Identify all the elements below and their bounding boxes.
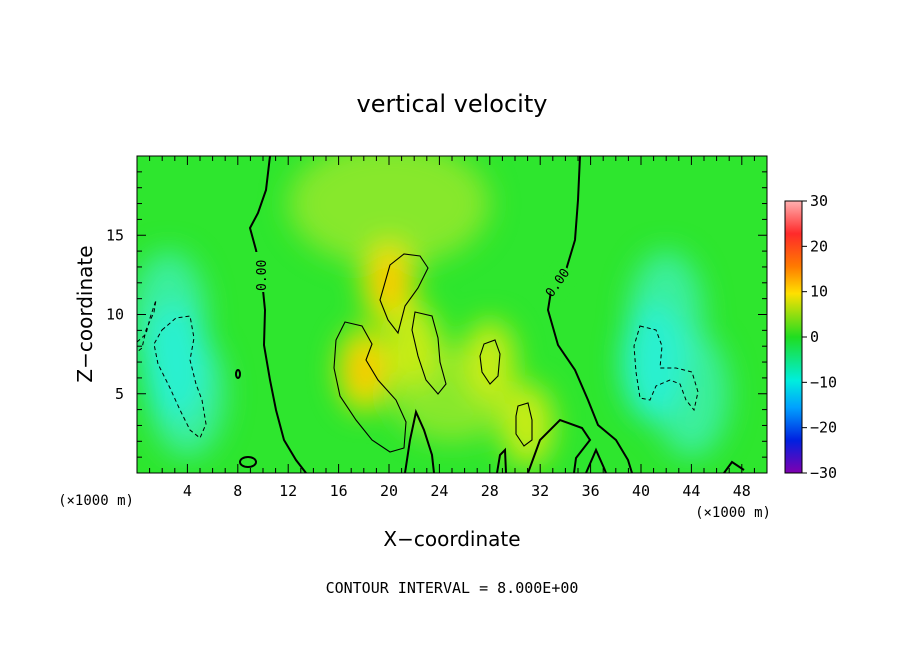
zero-contour-left [248, 156, 307, 473]
positive-contour-mid [411, 311, 447, 395]
negative-contour-left [153, 315, 207, 439]
x-tick-label: 8 [233, 482, 242, 500]
field-blob-core [353, 351, 374, 388]
positive-contour-top [379, 253, 429, 335]
colorbar [784, 200, 803, 474]
chart-title: vertical velocity [357, 90, 548, 118]
x-tick-label: 20 [380, 482, 398, 500]
colorbar-tick-label: 10 [810, 283, 828, 301]
x-axis-label: X−coordinate [383, 527, 520, 551]
x-tick-label: 40 [632, 482, 650, 500]
colorbar-tick-label: 30 [810, 192, 828, 210]
colorbar-tick-label: −30 [810, 464, 837, 482]
y-tick-label: 10 [106, 306, 124, 324]
contour-label-left: 0.00 [255, 260, 270, 291]
field-blob [388, 304, 441, 389]
field-blob [501, 383, 554, 468]
y-axis-label: Z−coordinate [73, 245, 97, 382]
y-tick-label: 15 [106, 226, 124, 244]
positive-contour-left [333, 321, 407, 453]
colorbar-ticks: 30 20 10 0 −10 −20 −30 [802, 192, 837, 482]
field-blob-core [379, 264, 399, 301]
x-tick-labels: 4 8 12 16 20 24 28 32 36 40 44 48 [183, 482, 751, 500]
colorbar-tick-label: −10 [810, 373, 837, 391]
negative-contour-right [633, 325, 699, 412]
zero-contour-bottom-1 [404, 408, 435, 473]
colorbar-tick-label: −20 [810, 419, 837, 437]
field-blob [142, 302, 207, 423]
x-tick-label: 28 [481, 482, 499, 500]
negative-contour-left-edge [137, 299, 157, 353]
field-blob [463, 320, 516, 405]
colorbar-tick-label: 20 [810, 237, 828, 255]
tick-marks [137, 156, 767, 473]
zero-contour-bottom-2 [496, 447, 507, 473]
field-blob-soft [288, 156, 490, 268]
x-tick-label: 12 [279, 482, 297, 500]
x-unit-left: (×1000 m) [58, 493, 134, 509]
zero-contour-small-1 [239, 456, 257, 468]
contour-labels: 0.00 0.00 [254, 252, 581, 303]
field-blobs [137, 156, 730, 468]
zero-contour-small-2 [235, 369, 241, 379]
contour-lines [137, 156, 745, 473]
contour-interval-note: CONTOUR INTERVAL = 8.000E+00 [326, 579, 579, 597]
colorbar-tick-label: 0 [810, 328, 819, 346]
zero-contour-bottom-4 [585, 447, 607, 473]
x-tick-label: 24 [430, 482, 448, 500]
zero-contour-right [546, 156, 633, 473]
x-tick-label: 44 [682, 482, 700, 500]
y-tick-label: 5 [115, 385, 124, 403]
y-tick-labels: 5 10 15 [106, 226, 124, 403]
x-unit-right: (×1000 m) [695, 505, 771, 521]
x-tick-label: 32 [531, 482, 549, 500]
x-tick-label: 4 [183, 482, 192, 500]
field-blob [621, 302, 686, 423]
positive-contour-right [479, 339, 501, 385]
x-tick-label: 48 [733, 482, 751, 500]
positive-contour-low [515, 402, 533, 447]
zero-contour-bottom-3 [527, 418, 592, 473]
x-tick-label: 16 [330, 482, 348, 500]
x-tick-label: 36 [582, 482, 600, 500]
zero-contour-bottom-5 [723, 460, 745, 473]
